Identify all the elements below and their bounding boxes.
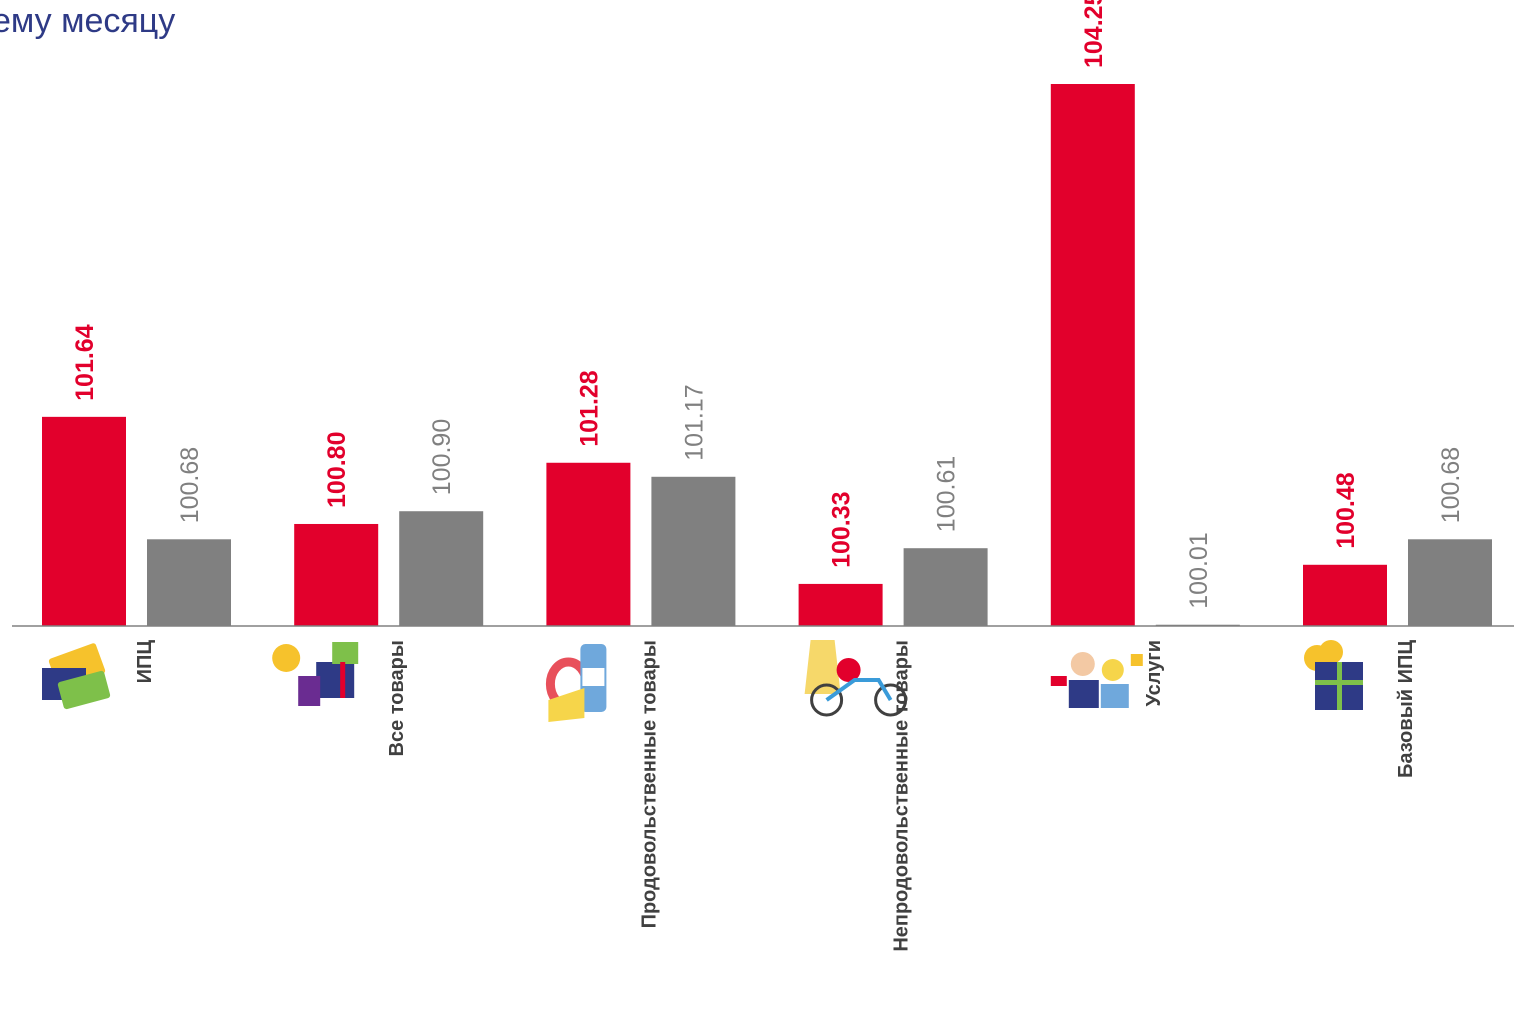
data-label-a-4: 104.25 [1080, 0, 1108, 68]
bar-b-3 [903, 548, 988, 626]
bar-a-2 [546, 462, 631, 626]
data-label-a-1: 100.80 [323, 432, 351, 508]
value-labels-layer: 101.64 100.68 100.80 100.90 101.28 101.17 100.… [71, 0, 1465, 609]
data-label-a-5: 100.48 [1332, 472, 1360, 549]
data-label-b-1: 100.90 [428, 419, 456, 495]
chart-title: ему месяцу [0, 2, 176, 40]
data-label-b-0: 100.68 [176, 447, 204, 523]
services-people-icon [1050, 652, 1143, 708]
bar-a-1 [294, 523, 379, 626]
data-label-a-3: 100.33 [828, 491, 856, 567]
data-label-a-0: 101.64 [71, 324, 99, 401]
bars-layer [42, 84, 1492, 626]
price-tags-icon [42, 643, 111, 710]
category-label-4: Услуги [1143, 640, 1165, 707]
category-label-3: Непродовольственные товары [891, 640, 913, 952]
data-label-a-2: 101.28 [575, 370, 603, 447]
data-label-b-5: 100.68 [1437, 447, 1465, 523]
bar-a-0 [42, 416, 126, 626]
bar-a-5 [1303, 564, 1387, 626]
bar-b-5 [1408, 539, 1492, 626]
category-label-5: Базовый ИПЦ [1395, 640, 1417, 778]
category-labels-layer: ИПЦ Все товары Продовольственные товары Неп… [134, 640, 1417, 952]
groceries-icon [545, 644, 607, 722]
bar-b-2 [651, 476, 736, 626]
bar-b-0 [147, 539, 231, 626]
data-label-b-4: 100.01 [1185, 532, 1213, 608]
category-label-0: ИПЦ [134, 640, 156, 684]
gift-boxes-icon [272, 642, 359, 706]
category-label-2: Продовольственные товары [638, 640, 660, 928]
data-label-b-2: 101.17 [680, 384, 708, 460]
category-label-1: Все товары [386, 640, 408, 756]
category-icons-layer [42, 640, 1363, 722]
bar-a-3 [798, 583, 883, 626]
data-label-b-3: 100.61 [933, 456, 961, 532]
gift-box-coins-icon [1304, 640, 1363, 710]
bar-b-1 [399, 511, 484, 626]
bar-a-4 [1050, 84, 1135, 626]
clothes-bicycle-icon [804, 640, 908, 717]
